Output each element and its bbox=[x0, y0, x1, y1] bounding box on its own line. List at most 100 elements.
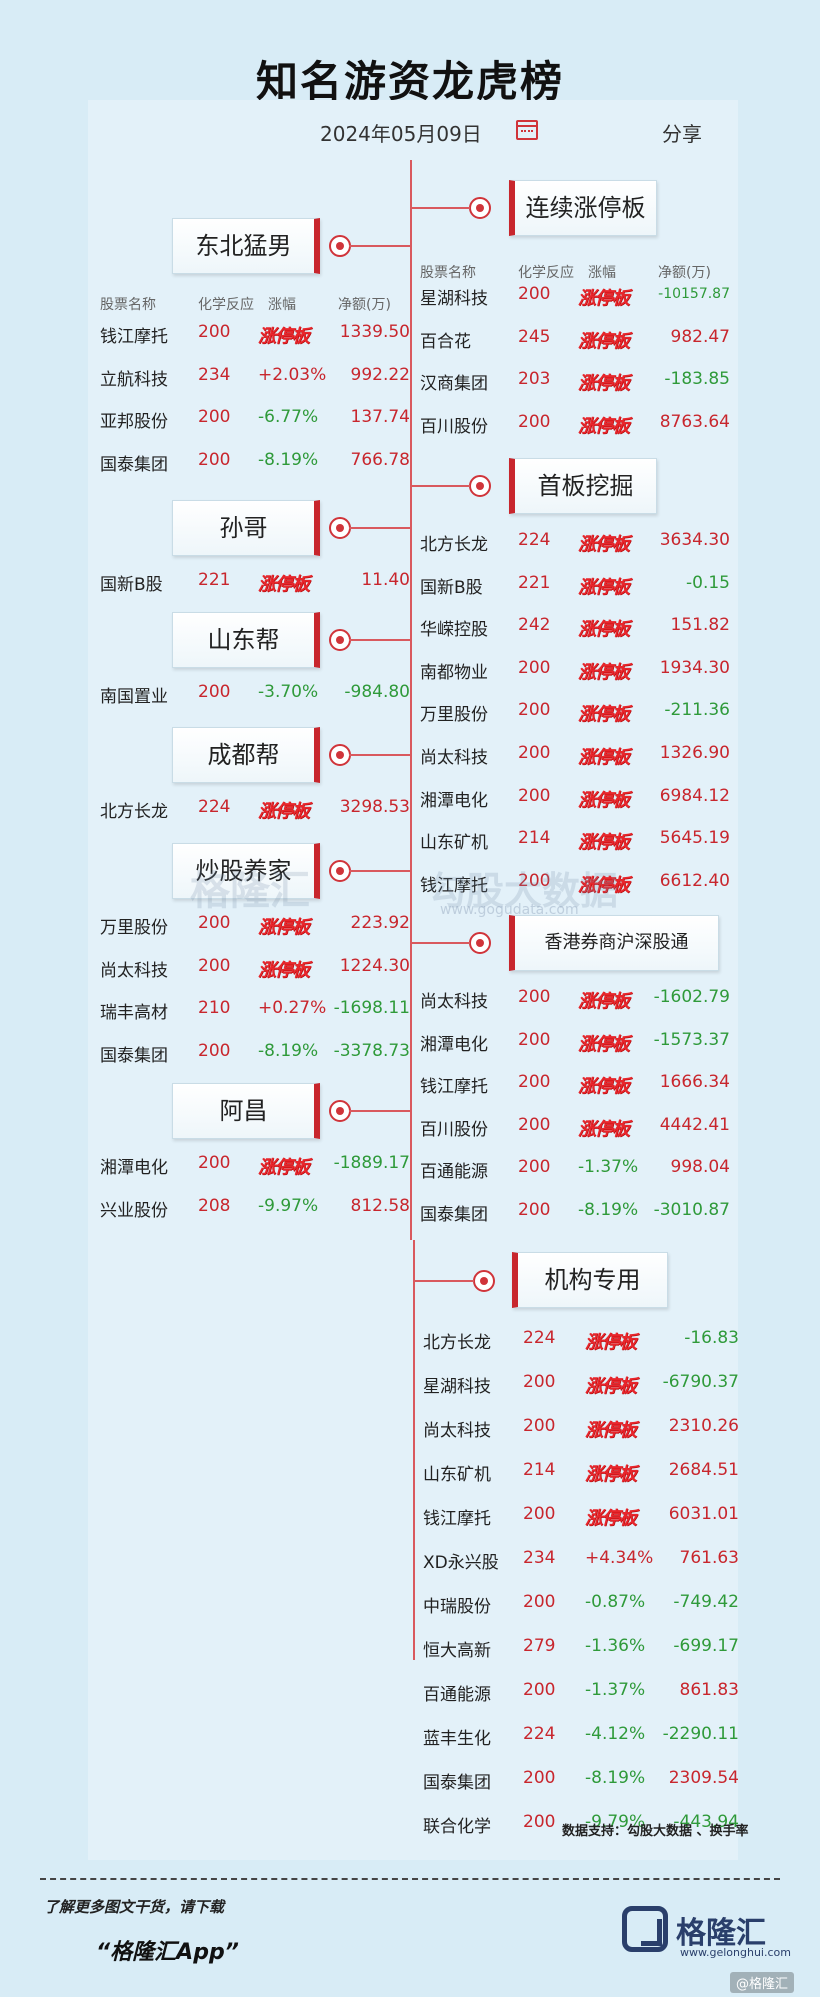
timeline-connector bbox=[414, 1280, 474, 1282]
reaction-code: 200 bbox=[198, 955, 231, 976]
logo-text: 格隆汇 bbox=[676, 1916, 766, 1951]
table-row[interactable]: 中瑞股份 200 -0.87% -749.42 bbox=[423, 1592, 739, 1624]
table-row[interactable]: 亚邦股份 200 -6.77% 137.74 bbox=[100, 407, 410, 439]
timeline-dot-icon bbox=[469, 475, 491, 497]
reaction-code: 279 bbox=[523, 1636, 556, 1656]
reaction-code: 200 bbox=[198, 1153, 231, 1173]
table-row[interactable]: 蓝丰生化 224 -4.12% -2290.11 bbox=[423, 1724, 739, 1756]
table-row[interactable]: 钱江摩托 200 涨停板 6031.01 bbox=[423, 1504, 739, 1536]
table-row[interactable]: 万里股份 200 涨停板 223.92 bbox=[100, 913, 410, 945]
table-row[interactable]: 立航科技 234 +2.03% 992.22 bbox=[100, 365, 410, 397]
reaction-code: 200 bbox=[518, 785, 551, 806]
net-amount: 6612.40 bbox=[659, 870, 730, 891]
limit-up-badge: 涨停板 bbox=[578, 1076, 630, 1098]
limit-up-badge: 涨停板 bbox=[578, 288, 630, 309]
table-row[interactable]: 南国置业 200 -3.70% -984.80 bbox=[100, 682, 410, 714]
share-button[interactable]: 分享 bbox=[662, 122, 702, 146]
stock-name: 尚太科技 bbox=[100, 960, 168, 981]
limit-up-badge: 涨停板 bbox=[578, 330, 630, 352]
table-row[interactable]: 尚太科技 200 涨停板 -1602.79 bbox=[420, 987, 730, 1019]
table-row[interactable]: 钱江摩托 200 涨停板 6612.40 bbox=[420, 871, 730, 903]
table-row[interactable]: 钱江摩托 200 涨停板 1666.34 bbox=[420, 1072, 730, 1104]
column-header-reaction: 化学反应 bbox=[198, 297, 254, 313]
change-value: -6.77% bbox=[258, 407, 319, 427]
group-tag-left-3[interactable]: 成都帮 bbox=[172, 727, 320, 783]
stock-name: 亚邦股份 bbox=[100, 412, 168, 432]
stock-name: 汉商集团 bbox=[420, 374, 488, 395]
reaction-code: 200 bbox=[518, 1072, 551, 1093]
reaction-code: 234 bbox=[198, 364, 231, 385]
table-row[interactable]: 联合化学 200 -9.79% -443.94 bbox=[423, 1812, 739, 1844]
table-row[interactable]: XD永兴股 234 +4.34% 761.63 bbox=[423, 1548, 739, 1580]
table-row[interactable]: 国泰集团 200 -8.19% -3010.87 bbox=[420, 1200, 730, 1232]
table-row[interactable]: 国泰集团 200 -8.19% -3378.73 bbox=[100, 1041, 410, 1073]
table-row[interactable]: 百通能源 200 -1.37% 998.04 bbox=[420, 1157, 730, 1189]
stock-name: 百川股份 bbox=[420, 416, 488, 437]
group-tag-right-0[interactable]: 连续涨停板 bbox=[509, 180, 657, 236]
table-row[interactable]: 华嵘控股 242 涨停板 151.82 bbox=[420, 615, 730, 647]
reaction-code: 200 bbox=[523, 1416, 556, 1436]
reaction-code: 200 bbox=[523, 1680, 556, 1700]
group-tag-left-4[interactable]: 炒股养家 bbox=[172, 843, 320, 899]
change-value: -8.19% bbox=[258, 449, 319, 470]
table-row[interactable]: 万里股份 200 涨停板 -211.36 bbox=[420, 700, 730, 732]
stock-name: 北方长龙 bbox=[420, 535, 488, 555]
table-row[interactable]: 南都物业 200 涨停板 1934.30 bbox=[420, 658, 730, 690]
stock-name: 蓝丰生化 bbox=[423, 1729, 491, 1749]
stock-name: 中瑞股份 bbox=[423, 1597, 491, 1617]
column-header-name: 股票名称 bbox=[100, 297, 156, 313]
stock-name: 恒大高新 bbox=[423, 1641, 491, 1661]
reaction-code: 221 bbox=[518, 572, 551, 593]
reaction-code: 200 bbox=[523, 1372, 556, 1392]
table-row[interactable]: 尚太科技 200 涨停板 2310.26 bbox=[423, 1416, 739, 1448]
table-row[interactable]: 国新B股 221 涨停板 -0.15 bbox=[420, 573, 730, 605]
stock-name: 百通能源 bbox=[420, 1162, 488, 1183]
table-row[interactable]: 瑞丰高材 210 +0.27% -1698.11 bbox=[100, 998, 410, 1030]
reaction-code: 200 bbox=[518, 870, 551, 891]
group-tag-left-0[interactable]: 东北猛男 bbox=[172, 218, 320, 274]
stock-name: 山东矿机 bbox=[420, 833, 488, 854]
table-row[interactable]: 星湖科技 200 涨停板 -10157.87 bbox=[420, 284, 730, 316]
table-row[interactable]: 湘潭电化 200 涨停板 -1889.17 bbox=[100, 1153, 410, 1185]
table-row[interactable]: 北方长龙 224 涨停板 3298.53 bbox=[100, 797, 410, 829]
group-tag-institution[interactable]: 机构专用 bbox=[512, 1252, 668, 1308]
table-row[interactable]: 湘潭电化 200 涨停板 -1573.37 bbox=[420, 1030, 730, 1062]
calendar-icon[interactable] bbox=[516, 120, 538, 140]
net-amount: -3378.73 bbox=[333, 1040, 410, 1061]
table-row[interactable]: 星湖科技 200 涨停板 -6790.37 bbox=[423, 1372, 739, 1404]
group-tag-left-5[interactable]: 阿昌 bbox=[172, 1083, 320, 1139]
table-row[interactable]: 尚太科技 200 涨停板 1326.90 bbox=[420, 743, 730, 775]
stock-name: 钱江摩托 bbox=[420, 875, 488, 896]
net-amount: -699.17 bbox=[673, 1636, 739, 1656]
table-row[interactable]: 百通能源 200 -1.37% 861.83 bbox=[423, 1680, 739, 1712]
group-tag-left-2[interactable]: 山东帮 bbox=[172, 612, 320, 668]
table-row[interactable]: 兴业股份 208 -9.97% 812.58 bbox=[100, 1196, 410, 1228]
group-tag-left-1[interactable]: 孙哥 bbox=[172, 500, 320, 556]
group-tag-right-1[interactable]: 首板挖掘 bbox=[509, 458, 657, 514]
table-row[interactable]: 北方长龙 224 涨停板 -16.83 bbox=[423, 1328, 739, 1360]
table-row[interactable]: 山东矿机 214 涨停板 2684.51 bbox=[423, 1460, 739, 1492]
table-row[interactable]: 恒大高新 279 -1.36% -699.17 bbox=[423, 1636, 739, 1668]
page-title: 知名游资龙虎榜 bbox=[255, 57, 564, 106]
timeline-connector bbox=[349, 1110, 410, 1112]
table-row[interactable]: 湘潭电化 200 涨停板 6984.12 bbox=[420, 786, 730, 818]
reaction-code: 200 bbox=[198, 913, 231, 933]
table-row[interactable]: 国新B股 221 涨停板 11.40 bbox=[100, 570, 410, 602]
table-row[interactable]: 国泰集团 200 -8.19% 2309.54 bbox=[423, 1768, 739, 1800]
group-tag-right-2[interactable]: 香港券商沪深股通 bbox=[509, 915, 719, 971]
net-amount: 1326.90 bbox=[659, 743, 730, 763]
table-row[interactable]: 尚太科技 200 涨停板 1224.30 bbox=[100, 956, 410, 988]
table-row[interactable]: 北方长龙 224 涨停板 3634.30 bbox=[420, 530, 730, 562]
reaction-code: 200 bbox=[518, 700, 551, 721]
watermark-url: www.gogudata.com bbox=[440, 902, 579, 918]
table-row[interactable]: 百川股份 200 涨停板 8763.64 bbox=[420, 412, 730, 444]
column-header-change: 涨幅 bbox=[268, 297, 296, 313]
table-row[interactable]: 钱江摩托 200 涨停板 1339.50 bbox=[100, 322, 410, 354]
limit-up-badge: 涨停板 bbox=[578, 832, 630, 854]
table-row[interactable]: 山东矿机 214 涨停板 5645.19 bbox=[420, 828, 730, 860]
table-row[interactable]: 汉商集团 203 涨停板 -183.85 bbox=[420, 369, 730, 401]
table-row[interactable]: 国泰集团 200 -8.19% 766.78 bbox=[100, 450, 410, 482]
table-row[interactable]: 百川股份 200 涨停板 4442.41 bbox=[420, 1115, 730, 1147]
table-row[interactable]: 百合花 245 涨停板 982.47 bbox=[420, 327, 730, 359]
timeline-dot-icon bbox=[473, 1270, 495, 1292]
